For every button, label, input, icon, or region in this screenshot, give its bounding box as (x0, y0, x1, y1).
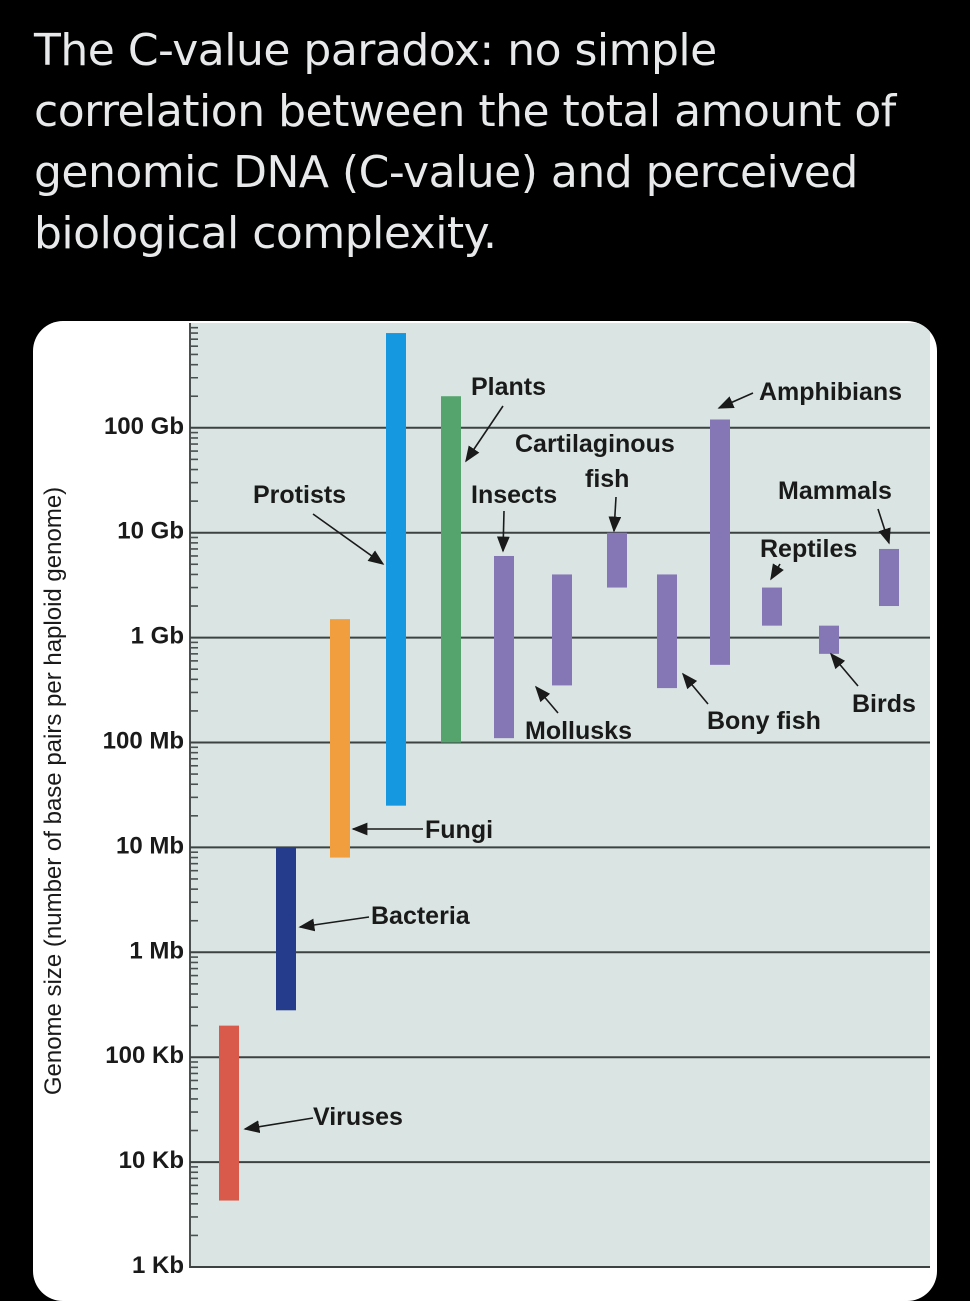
y-tick-label: 10 Gb (117, 518, 184, 545)
bar-mollusks (552, 574, 572, 686)
annotation-arrow (243, 1117, 314, 1134)
post-caption: The C-value paradox: no simple correlati… (34, 25, 896, 259)
y-tick-label: 10 Kb (119, 1147, 184, 1174)
bar-amphibians (710, 419, 730, 665)
annotation-arrow (681, 672, 709, 705)
y-tick-label: 10 Mb (116, 832, 184, 859)
bar-mammals (879, 548, 899, 607)
annotation-label: Amphibians (759, 378, 902, 406)
annotation-arrow (877, 508, 891, 545)
y-tick-label: 1 Mb (129, 937, 184, 964)
annotation-arrow (829, 652, 859, 687)
bar-bony-fish (657, 574, 677, 689)
genome-size-chart: 1 Kb 10 Kb 100 Kb 1 Mb 10 Mb 100 Mb 1 Gb 10 Gb 1… (40, 323, 930, 1279)
annotation-label: Mollusks (525, 717, 632, 745)
plot-area (190, 323, 930, 1267)
annotation-label: Cartilaginous (515, 430, 675, 458)
annotation-label: Reptiles (760, 535, 857, 563)
annotation-label: Plants (471, 373, 546, 401)
annotation-label: Protists (253, 481, 346, 509)
bar-protists (386, 333, 406, 806)
annotation-arrow (298, 916, 370, 932)
chart-panel: 1 Kb 10 Kb 100 Kb 1 Mb 10 Mb 100 Mb 1 Gb 10 Gb 1… (33, 321, 937, 1301)
annotation-label: Birds (852, 690, 916, 718)
bar-plants (441, 396, 461, 743)
bar-cartilaginous-fish (607, 532, 627, 588)
annotation-arrow (608, 496, 622, 533)
annotation-label: Mammals (778, 477, 892, 505)
y-axis-title: Genome size (number of base pairs per ha… (40, 487, 67, 1095)
annotation-label: Viruses (313, 1103, 403, 1131)
annotation-label: Bony fish (707, 707, 821, 735)
bar-insects (494, 555, 514, 739)
annotation-label: fish (585, 465, 629, 493)
annotation-label: Insects (471, 481, 557, 509)
annotation-arrow (465, 405, 504, 463)
annotation-label: Bacteria (371, 902, 471, 930)
y-tick-label: 1 Gb (131, 623, 184, 650)
bar-bacteria (276, 847, 296, 1011)
y-tick-label: 100 Mb (103, 728, 184, 755)
annotation-arrow (770, 563, 784, 581)
annotation-arrow (717, 392, 754, 409)
annotation-arrow (534, 685, 559, 714)
bar-viruses (219, 1025, 239, 1201)
annotation-arrow (496, 510, 510, 553)
bar-reptiles (762, 587, 782, 626)
bar-birds (819, 625, 839, 654)
y-tick-label: 100 Gb (104, 413, 184, 440)
y-tick-label: 100 Kb (105, 1042, 184, 1069)
annotation-arrow (312, 513, 385, 565)
annotation-label: Fungi (425, 816, 493, 844)
y-tick-label: 1 Kb (132, 1252, 184, 1279)
bar-fungi (330, 619, 350, 858)
